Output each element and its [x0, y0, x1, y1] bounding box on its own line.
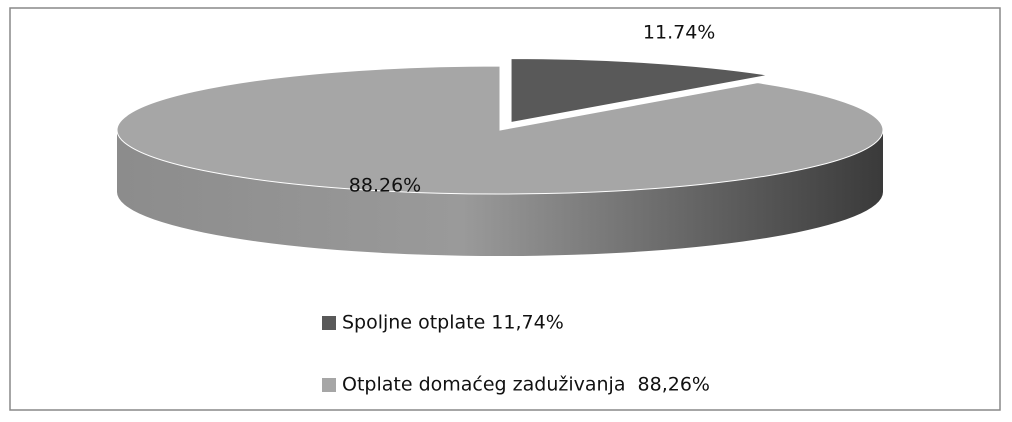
data-label: 88.26%	[349, 175, 421, 197]
legend-label: Spoljne otplate 11,74%	[342, 312, 564, 334]
pie-slice	[116, 65, 884, 195]
pie-slice	[510, 58, 769, 124]
data-label: 11.74%	[643, 21, 715, 43]
legend-swatch	[322, 378, 336, 392]
legend-swatch	[322, 316, 336, 330]
pie-side	[117, 130, 883, 256]
legend-label: Otplate domaćeg zaduživanja 88,26%	[342, 374, 710, 396]
